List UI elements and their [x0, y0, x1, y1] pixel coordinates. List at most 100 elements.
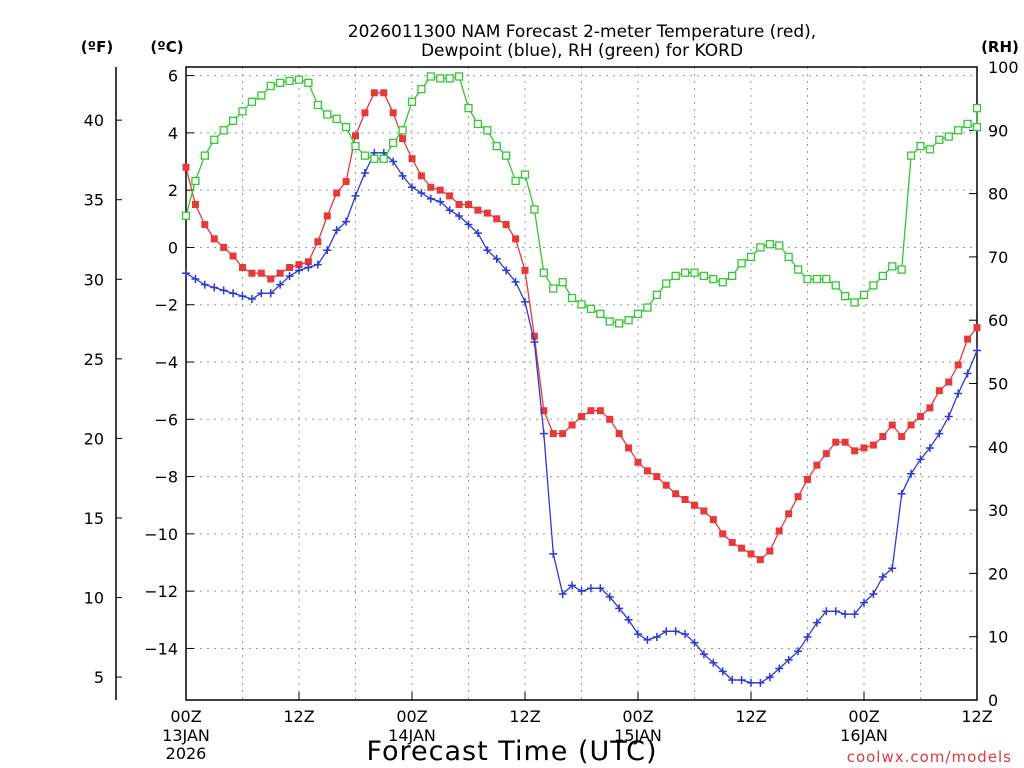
temperature-point: [662, 481, 670, 489]
temperature-point: [738, 544, 746, 552]
relative_humidity-point: [191, 176, 200, 186]
relative_humidity-point: [605, 317, 614, 326]
x-tick-time-label: 00Z: [848, 707, 879, 726]
dewpoint-point: [351, 191, 360, 200]
temperature-point: [286, 263, 294, 271]
dewpoint-point: [577, 587, 586, 596]
temperature-point: [709, 516, 717, 524]
relative_humidity-point: [304, 78, 313, 87]
temperature-point: [578, 412, 585, 420]
x-tick-time-label: 12Z: [509, 707, 540, 726]
relative_humidity-point: [464, 103, 473, 113]
relative_humidity-point: [718, 278, 727, 287]
dewpoint-point: [709, 658, 718, 667]
dewpoint-point: [360, 168, 369, 177]
temperature-point: [521, 266, 529, 274]
dewpoint-point: [596, 584, 605, 593]
dewpoint-point: [549, 549, 558, 558]
dewpoint-point: [812, 618, 821, 627]
dewpoint-point: [907, 469, 916, 478]
dewpoint-point: [662, 627, 671, 636]
temperature-point: [785, 510, 793, 518]
fahrenheit-unit-label: (ºF): [81, 38, 113, 56]
dewpoint-point: [747, 678, 755, 687]
relative_humidity-point: [888, 262, 897, 271]
dewpoint-point: [492, 254, 501, 263]
dewpoint-point: [822, 607, 831, 616]
dewpoint-point: [313, 260, 322, 269]
celsius-unit-label: (ºC): [150, 38, 183, 56]
dewpoint-point: [530, 337, 539, 346]
rh-tick-label: 100: [988, 58, 1019, 77]
dewpoint-point: [718, 667, 727, 676]
dewpoint-point: [266, 289, 275, 298]
dewpoint-point: [295, 266, 303, 275]
temperature-point: [314, 238, 322, 246]
dewpoint-point: [502, 266, 511, 275]
temperature-point: [530, 332, 538, 340]
relative_humidity-point: [436, 74, 445, 83]
dewpoint-point: [332, 226, 341, 235]
dewpoint-point: [794, 647, 803, 656]
temperature-point: [446, 192, 454, 200]
temperature-point: [389, 109, 397, 117]
x-tick-time-label: 12Z: [961, 707, 992, 726]
fahrenheit-tick-label: 35: [84, 191, 104, 210]
temperature-point: [323, 212, 331, 220]
relative_humidity-point: [925, 145, 935, 154]
relative_humidity-point: [624, 316, 633, 325]
relative_humidity-point: [944, 132, 953, 141]
relative_humidity-line: [185, 75, 978, 325]
chart-title-line2: Dewpoint (blue), RH (green) for KORD: [421, 41, 743, 61]
dewpoint-point: [850, 610, 859, 619]
temperature-point: [493, 215, 501, 223]
temperature-point: [295, 261, 303, 269]
dewpoint-point: [671, 627, 680, 636]
dewpoint-point: [539, 429, 548, 438]
relative_humidity-point: [370, 154, 379, 163]
relative_humidity-point: [379, 154, 388, 163]
temperature-point: [935, 387, 943, 395]
relative_humidity-point: [963, 119, 972, 129]
relative_humidity-point: [803, 274, 812, 284]
relative_humidity-point: [709, 274, 718, 284]
relative_humidity-point: [878, 271, 887, 281]
dewpoint-point: [973, 346, 981, 355]
temperature-point: [860, 444, 868, 452]
temperature-point: [964, 335, 972, 343]
temperature-point: [700, 507, 708, 515]
x-axis-label: Forecast Time (UTC): [366, 736, 657, 767]
celsius-tick-label: −4: [154, 353, 178, 372]
temperature-point: [747, 550, 755, 558]
dewpoint-point: [558, 590, 567, 599]
temperature-point: [879, 432, 887, 440]
x-tick-date-label: 14JAN: [388, 726, 436, 745]
relative_humidity-point: [615, 319, 624, 328]
dewpoint-point: [831, 607, 840, 616]
dewpoint-point: [784, 655, 793, 664]
relative_humidity-point: [756, 243, 765, 252]
temperature-point: [775, 527, 783, 535]
dewpoint-point: [624, 615, 633, 624]
relative_humidity-point: [520, 170, 530, 179]
dewpoint-point: [323, 246, 332, 255]
temperature-point: [276, 269, 284, 277]
temperature-point: [540, 407, 548, 415]
dewpoint-point: [860, 598, 868, 607]
temperature-point: [973, 324, 981, 332]
temperature-point: [267, 275, 275, 283]
dewpoint-point: [304, 263, 313, 272]
relative_humidity-point: [454, 72, 464, 81]
axes: 510152025303540−14−12−10−8−6−4−202460102…: [84, 58, 1019, 763]
temperature-point: [568, 421, 576, 429]
dewpoint-point: [699, 650, 708, 659]
x-tick-time-label: 00Z: [622, 707, 653, 726]
fahrenheit-tick-label: 40: [84, 111, 104, 130]
relative_humidity-point: [483, 126, 492, 135]
relative_humidity-point: [671, 271, 680, 281]
dewpoint-point: [925, 443, 934, 452]
rh-tick-label: 0: [988, 691, 998, 710]
dewpoint-point: [765, 673, 774, 682]
x-tick-date-label: 16JAN: [840, 726, 888, 745]
temperature-point: [766, 547, 774, 555]
